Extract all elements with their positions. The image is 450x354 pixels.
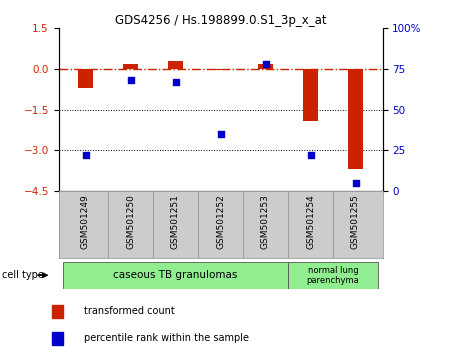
Text: transformed count: transformed count (84, 306, 174, 316)
Bar (52, 332, 63, 345)
Bar (302, 69, 319, 121)
Point (217, 131, 224, 137)
Text: GSM501252: GSM501252 (216, 195, 225, 249)
Text: GSM501253: GSM501253 (261, 195, 270, 250)
Bar (77, 69, 94, 88)
Text: percentile rank within the sample: percentile rank within the sample (84, 333, 248, 343)
Text: caseous TB granulomas: caseous TB granulomas (113, 270, 238, 280)
Text: GSM501254: GSM501254 (306, 195, 315, 249)
Text: GSM501251: GSM501251 (171, 195, 180, 250)
Text: GSM501255: GSM501255 (351, 195, 360, 250)
Point (352, 180, 359, 186)
Bar (347, 69, 364, 170)
Point (127, 78, 134, 83)
Bar (212, 69, 228, 70)
Bar (52, 305, 63, 318)
Bar (122, 64, 139, 69)
Text: GSM501249: GSM501249 (81, 195, 90, 249)
Point (307, 153, 314, 158)
Text: normal lung
parenchyma: normal lung parenchyma (306, 266, 360, 285)
Text: cell type: cell type (2, 270, 44, 280)
Bar (167, 61, 184, 69)
Point (82, 153, 89, 158)
Text: GSM501250: GSM501250 (126, 195, 135, 250)
Title: GDS4256 / Hs.198899.0.S1_3p_x_at: GDS4256 / Hs.198899.0.S1_3p_x_at (115, 14, 326, 27)
Bar (257, 64, 274, 69)
Bar (63, 262, 288, 289)
Point (262, 61, 269, 67)
Bar (288, 262, 378, 289)
Point (172, 79, 179, 85)
